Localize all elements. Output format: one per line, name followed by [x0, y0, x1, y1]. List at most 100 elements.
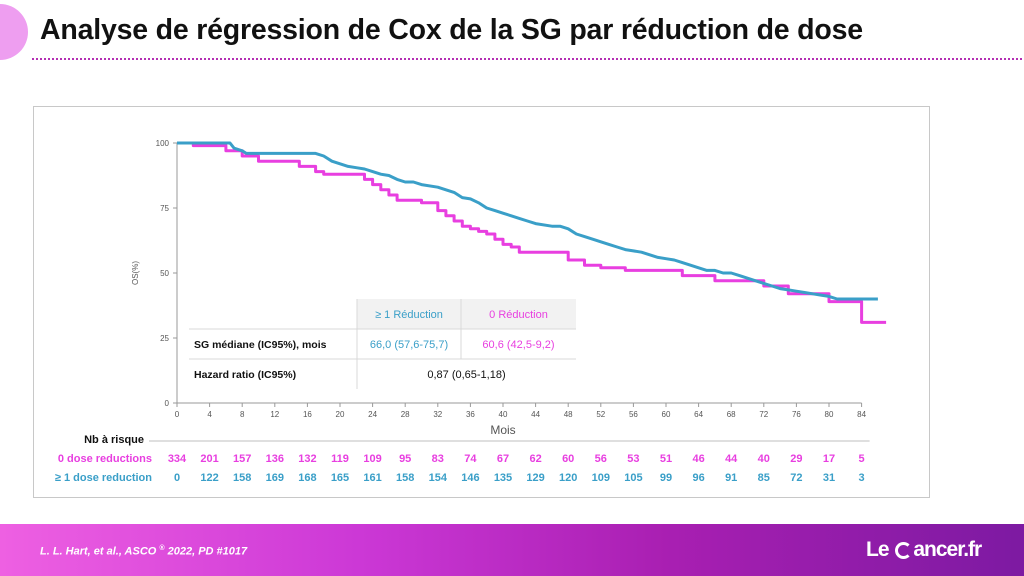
- at-risk-count: 95: [399, 453, 411, 465]
- corner-decoration: [0, 4, 28, 60]
- at-risk-count: 17: [823, 453, 835, 465]
- table-cell-median-os: 60,6 (42,5-9,2): [482, 339, 554, 351]
- at-risk-count: 165: [331, 472, 349, 484]
- at-risk-count: 135: [494, 472, 512, 484]
- at-risk-count: 132: [298, 453, 316, 465]
- brand-suffix: ancer.fr: [913, 538, 982, 561]
- y-tick-label: 25: [160, 334, 169, 343]
- at-risk-count: 161: [363, 472, 381, 484]
- at-risk-count: 154: [429, 472, 448, 484]
- at-risk-count: 53: [627, 453, 639, 465]
- at-risk-count: 67: [497, 453, 509, 465]
- y-tick-label: 75: [160, 204, 169, 213]
- table-row-label: SG médiane (IC95%), mois: [194, 339, 327, 351]
- at-risk-count: 109: [592, 472, 610, 484]
- citation-main: L. L. Hart, et al., ASCO: [40, 545, 157, 558]
- at-risk-count: 146: [461, 472, 479, 484]
- x-axis-label: Mois: [490, 423, 515, 437]
- x-tick-label: 72: [759, 410, 768, 419]
- at-risk-count: 74: [464, 453, 477, 465]
- table-header-band: [357, 299, 576, 329]
- x-tick-label: 20: [336, 410, 345, 419]
- y-axis-label: OS(%): [131, 261, 140, 285]
- at-risk-count: 158: [396, 472, 414, 484]
- at-risk-count: 31: [823, 472, 835, 484]
- x-tick-label: 0: [175, 410, 180, 419]
- x-tick-label: 64: [694, 410, 703, 419]
- at-risk-count: 3: [859, 472, 865, 484]
- x-tick-label: 16: [303, 410, 312, 419]
- at-risk-count: 334: [168, 453, 187, 465]
- survival-curves: [177, 141, 887, 324]
- at-risk-count: 120: [559, 472, 577, 484]
- at-risk-count: 105: [624, 472, 642, 484]
- x-tick-label: 24: [368, 410, 377, 419]
- x-tick-label: 32: [433, 410, 442, 419]
- x-tick-label: 44: [531, 410, 540, 419]
- table-row-label: Hazard ratio (IC95%): [194, 369, 296, 381]
- x-tick-label: 36: [466, 410, 475, 419]
- x-tick-label: 60: [662, 410, 671, 419]
- x-tick-label: 80: [825, 410, 834, 419]
- slide-title: Analyse de régression de Cox de la SG pa…: [40, 14, 863, 46]
- at-risk-table: Nb à risque 0 dose reductions 334 201 157 136…: [55, 434, 870, 484]
- at-risk-count: 91: [725, 472, 737, 484]
- at-risk-count: 72: [790, 472, 802, 484]
- series-line-0-dose-reductions: [177, 141, 887, 324]
- x-tick-label: 28: [401, 410, 410, 419]
- at-risk-title: Nb à risque: [84, 434, 144, 446]
- at-risk-count: 46: [692, 453, 704, 465]
- citation-tail: 2022, PD #1017: [164, 545, 248, 558]
- at-risk-count: 119: [331, 453, 349, 465]
- at-risk-count: 201: [200, 453, 218, 465]
- at-risk-row-label: 0 dose reductions: [58, 453, 152, 465]
- at-risk-count: 169: [266, 472, 284, 484]
- at-risk-count: 158: [233, 472, 251, 484]
- at-risk-count: 44: [725, 453, 738, 465]
- median-os-table: ≥ 1 Réduction 0 Réduction SG médiane (IC95…: [189, 299, 576, 389]
- at-risk-count: 5: [859, 453, 865, 465]
- at-risk-count: 85: [758, 472, 770, 484]
- at-risk-count: 51: [660, 453, 672, 465]
- at-risk-count: 136: [266, 453, 284, 465]
- at-risk-count: 129: [526, 472, 544, 484]
- at-risk-count: 157: [233, 453, 251, 465]
- x-tick-label: 68: [727, 410, 736, 419]
- table-cell-hazard-ratio: 0,87 (0,65-1,18): [427, 369, 505, 381]
- at-risk-count: 109: [363, 453, 381, 465]
- at-risk-count: 96: [692, 472, 704, 484]
- at-risk-count: 62: [529, 453, 541, 465]
- at-risk-count: 83: [432, 453, 444, 465]
- footer-band: [0, 524, 1024, 576]
- survival-chart-panel: 0 25 50 75 100 0 4 8 12 16 20 24 28 32 36 40 44 48 52 56 60 6…: [33, 106, 930, 498]
- table-col-header: ≥ 1 Réduction: [375, 309, 443, 321]
- at-risk-count: 29: [790, 453, 802, 465]
- at-risk-count: 122: [200, 472, 218, 484]
- at-risk-count: 99: [660, 472, 672, 484]
- at-risk-count: 56: [595, 453, 607, 465]
- at-risk-count: 60: [562, 453, 574, 465]
- at-risk-count: 0: [174, 472, 180, 484]
- x-tick-label: 8: [240, 410, 245, 419]
- y-tick-label: 0: [165, 399, 170, 408]
- x-tick-label: 4: [207, 410, 212, 419]
- x-tick-label: 56: [629, 410, 638, 419]
- table-cell-median-os: 66,0 (57,6-75,7): [370, 339, 448, 351]
- x-tick-label: 52: [596, 410, 605, 419]
- x-tick-label: 12: [270, 410, 279, 419]
- at-risk-count: 40: [758, 453, 770, 465]
- y-tick-label: 50: [160, 269, 169, 278]
- at-risk-row-label: ≥ 1 dose reduction: [55, 472, 152, 484]
- series-line-1-dose-reduction: [177, 141, 878, 301]
- at-risk-count: 168: [298, 472, 316, 484]
- citation-registered-mark: ®: [159, 545, 165, 552]
- brand-prefix: Le: [866, 538, 894, 561]
- table-col-header: 0 Réduction: [489, 309, 548, 321]
- brand-logo[interactable]: Le ancer.fr: [866, 538, 982, 562]
- y-tick-label: 100: [156, 139, 170, 148]
- x-tick-label: 76: [792, 410, 801, 419]
- title-divider: [32, 58, 1022, 60]
- citation: L. L. Hart, et al., ASCO ® 2022, PD #101…: [40, 545, 247, 558]
